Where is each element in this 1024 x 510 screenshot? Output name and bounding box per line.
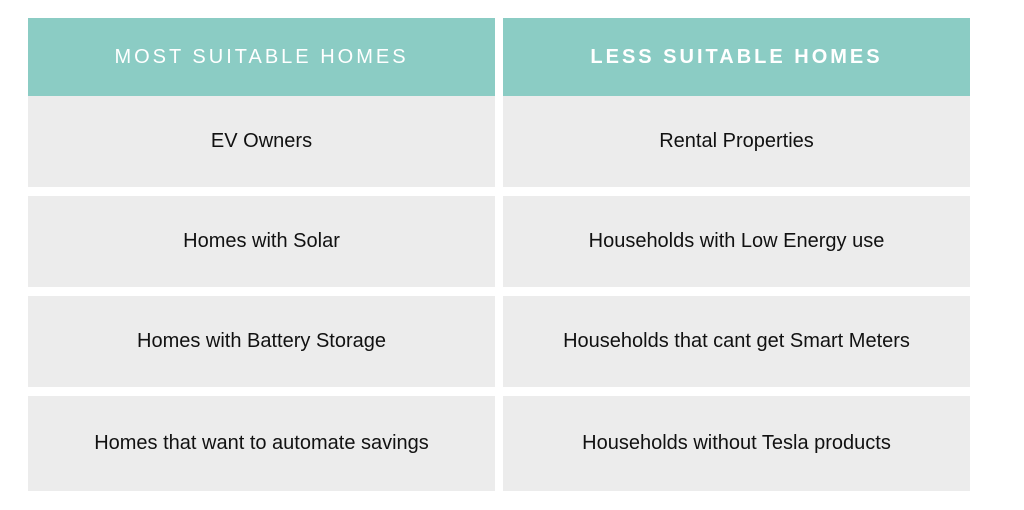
table-cell-ev-owners: EV Owners [28, 96, 495, 187]
column-most-suitable-homes: MOST SUITABLE HOMES EV Owners Homes with… [28, 18, 495, 491]
table-cell-homes-with-solar: Homes with Solar [28, 196, 495, 287]
suitability-comparison-table: MOST SUITABLE HOMES EV Owners Homes with… [28, 18, 970, 491]
column-less-suitable-homes: LESS SUITABLE HOMES Rental Properties Ho… [503, 18, 970, 491]
table-cell-homes-automate-savings: Homes that want to automate savings [28, 396, 495, 491]
table-cell-cant-get-smart-meters: Households that cant get Smart Meters [503, 296, 970, 387]
table-cell-rental-properties: Rental Properties [503, 96, 970, 187]
column-header-less-suitable-homes: LESS SUITABLE HOMES [503, 18, 970, 96]
table-cell-homes-with-battery-storage: Homes with Battery Storage [28, 296, 495, 387]
column-header-most-suitable-homes: MOST SUITABLE HOMES [28, 18, 495, 96]
table-cell-without-tesla-products: Households without Tesla products [503, 396, 970, 491]
table-cell-low-energy-use: Households with Low Energy use [503, 196, 970, 287]
